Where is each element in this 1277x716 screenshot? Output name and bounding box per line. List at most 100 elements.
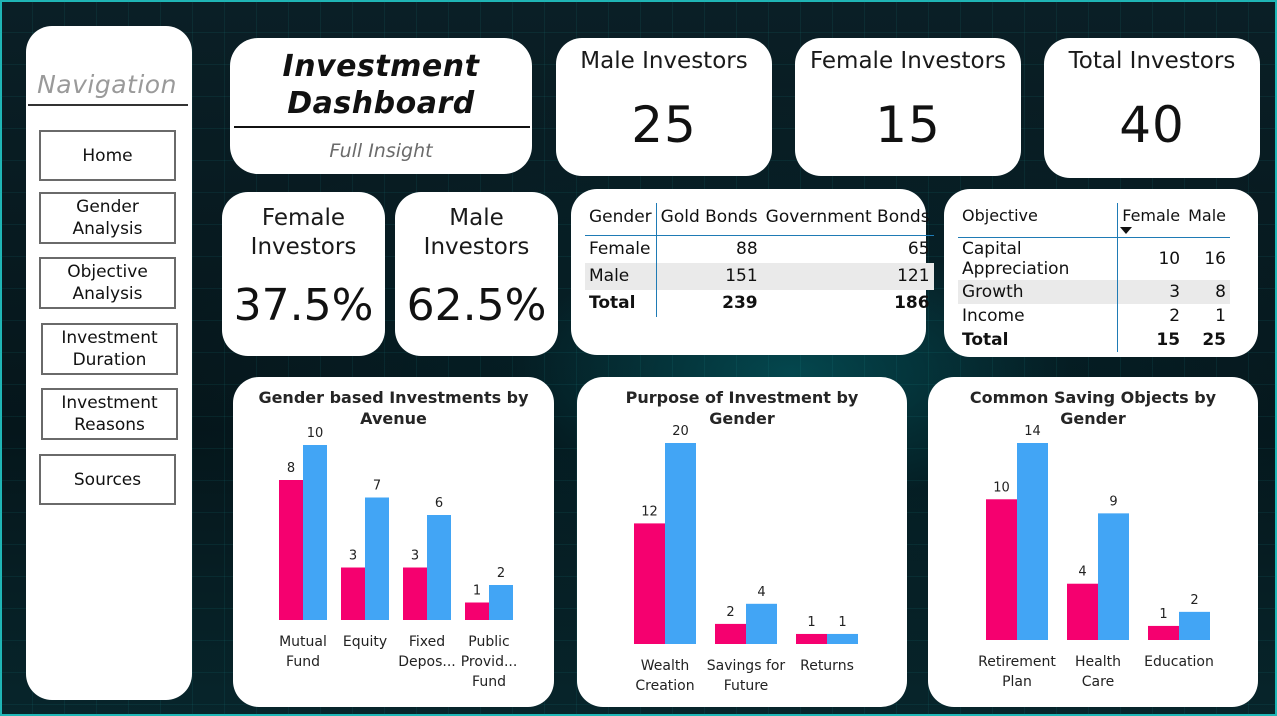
chart-bar[interactable] [634, 523, 665, 644]
table-cell: 65 [907, 239, 930, 260]
category-label: Mutual [279, 634, 327, 650]
percent-label: Male Investors [423, 205, 530, 260]
chart-bar[interactable] [1148, 625, 1179, 640]
data-label: 1 [807, 615, 815, 630]
column-header[interactable]: Gold Bonds [656, 203, 762, 236]
chart-title: Common Saving Objects by Gender [969, 388, 1217, 428]
nav-button-home[interactable]: Home [39, 130, 176, 181]
chart-bar[interactable] [279, 480, 303, 620]
category-label: Health [1075, 654, 1121, 670]
avenue-chart-card: Gender based Investments by Avenue 8 10 Mu… [233, 377, 554, 707]
chart-bar[interactable] [1179, 611, 1210, 640]
table-cell: Female [585, 235, 657, 263]
chart-bar[interactable] [465, 602, 489, 621]
chart-bar[interactable] [403, 567, 427, 621]
table-cell: 2 [1169, 306, 1181, 326]
category-label: Future [724, 678, 769, 694]
data-label: 1 [838, 615, 846, 630]
data-label: 6 [435, 496, 443, 511]
data-label: 2 [1190, 593, 1198, 608]
table-cell: 1 [1215, 306, 1226, 326]
nav-button-gender-analysis[interactable]: Gender Analysis [39, 192, 176, 244]
chart-title: Purpose of Investment by Gender [625, 388, 859, 428]
table-cell: 239 [722, 293, 758, 313]
category-label: Equity [343, 634, 387, 650]
nav-button-investment-reasons[interactable]: Investment Reasons [41, 388, 178, 440]
chart-bar[interactable] [1067, 583, 1098, 640]
chart-bar[interactable] [827, 633, 858, 644]
chart-bar[interactable] [715, 623, 746, 644]
saving-objects-chart-card: Common Saving Objects by Gender 10 14 Reti… [928, 377, 1258, 707]
nav-button-investment-duration[interactable]: Investment Duration [41, 323, 178, 375]
nav-button-sources[interactable]: Sources [39, 454, 176, 505]
kpi-value: 40 [1119, 96, 1185, 154]
chart-bar[interactable] [986, 499, 1017, 640]
navigation-panel: Navigation Home Gender Analysis Objectiv… [26, 26, 192, 700]
title-divider [234, 126, 530, 128]
purpose-chart-card: Purpose of Investment by Gender 12 20 Weal… [577, 377, 907, 707]
avenue-bar-chart: 8 10 Mutual Fund 3 7 Equity 3 6 Fixed Depos... 1 2 Pu… [279, 426, 518, 690]
data-label: 7 [373, 479, 381, 494]
table-row: Capital Appreciation 10 16 [958, 237, 1230, 280]
sort-descending-icon[interactable] [1120, 227, 1132, 234]
chart-bar[interactable] [746, 603, 777, 644]
category-label: Returns [800, 658, 854, 674]
chart-title: Gender based Investments by Avenue [258, 388, 529, 428]
table-cell: 25 [1202, 330, 1226, 350]
data-label: 1 [1159, 607, 1167, 622]
column-header[interactable]: Male [1184, 203, 1230, 238]
table-row: Growth 3 8 [958, 280, 1230, 304]
table-row: Male 151 121 [585, 262, 934, 290]
kpi-total-investors: Total Investors 40 [1044, 38, 1260, 178]
chart-bar[interactable] [303, 445, 327, 620]
kpi-female-investors: Female Investors 15 [795, 38, 1021, 176]
chart-bar[interactable] [489, 585, 513, 620]
chart-bar[interactable] [365, 497, 389, 621]
female-investors-percent-card: Female Investors 37.5% [222, 192, 385, 356]
category-label: Savings for [707, 658, 786, 674]
column-header[interactable]: Objective [958, 203, 1119, 238]
category-label: Fund [286, 654, 320, 670]
data-label: 3 [411, 549, 419, 564]
category-label: Care [1082, 674, 1114, 690]
kpi-label: Total Investors [1068, 48, 1236, 74]
chart-bar[interactable] [427, 515, 451, 620]
table-cell: Income [958, 304, 1119, 328]
table-cell: 186 [894, 293, 930, 313]
percent-value: 62.5% [406, 280, 547, 331]
bonds-table-card: Gender Gold Bonds Government Bonds Femal… [571, 189, 934, 355]
objective-table-card: Objective Female Male Capital Appreciati… [944, 189, 1258, 357]
table-cell: Capital Appreciation [958, 237, 1119, 280]
category-label: Provid... [461, 654, 518, 670]
chart-bar[interactable] [341, 567, 365, 621]
chart-bar[interactable] [665, 443, 696, 644]
chart-bar[interactable] [1098, 513, 1129, 640]
category-label: Education [1144, 654, 1214, 670]
data-label: 14 [1024, 424, 1041, 439]
table-cell: Growth [958, 280, 1119, 304]
bonds-table: Gender Gold Bonds Government Bonds Femal… [585, 203, 934, 317]
data-label: 2 [497, 566, 505, 581]
category-label: Fund [472, 674, 506, 690]
table-total-row: Total 239 186 [585, 289, 934, 317]
chart-bar[interactable] [1017, 443, 1048, 640]
nav-button-objective-analysis[interactable]: Objective Analysis [39, 257, 176, 309]
data-label: 20 [672, 424, 689, 439]
table-row: Female 88 65 [585, 235, 934, 263]
category-label: Depos... [398, 654, 456, 670]
data-label: 8 [287, 461, 295, 476]
data-label: 2 [726, 605, 734, 620]
column-header[interactable]: Government Bonds [761, 203, 934, 236]
data-label: 12 [641, 504, 658, 519]
chart-bar[interactable] [796, 633, 827, 644]
kpi-male-investors: Male Investors 25 [556, 38, 772, 176]
percent-value: 37.5% [233, 280, 374, 331]
dashboard-title-card: Investment Dashboard Full Insight [230, 38, 532, 174]
data-label: 1 [473, 584, 481, 599]
kpi-value: 25 [631, 96, 697, 154]
table-cell: 88 [736, 239, 758, 260]
dashboard-title: Investment Dashboard [282, 49, 480, 121]
table-cell: Total [585, 289, 657, 317]
column-header[interactable]: Gender [585, 203, 657, 236]
category-label: Public [468, 634, 509, 650]
